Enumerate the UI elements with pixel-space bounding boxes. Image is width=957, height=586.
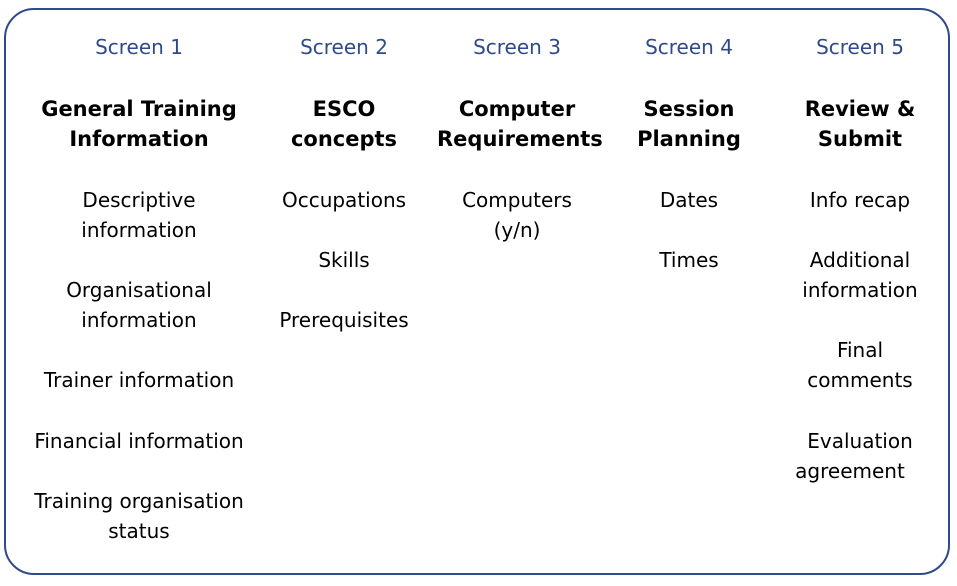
column-title-line: Session bbox=[643, 97, 735, 121]
list-item-line: Times bbox=[659, 248, 719, 272]
list-item-line: Financial information bbox=[34, 429, 244, 453]
list-item: Evaluation agreement bbox=[768, 426, 932, 486]
list-item-line: Final bbox=[836, 338, 884, 362]
list-item-line: Dates bbox=[659, 188, 719, 212]
list-item-line: Descriptive bbox=[82, 188, 196, 212]
column-title-line: Requirements bbox=[437, 127, 603, 151]
column-title-line: Information bbox=[69, 127, 209, 151]
screen-label: Screen 1 bbox=[95, 35, 183, 59]
screen-label: Screen 2 bbox=[300, 35, 388, 59]
list-item-line: Trainer information bbox=[43, 368, 235, 392]
list-item: Descriptive information bbox=[28, 185, 250, 245]
column-title-line: Computer bbox=[458, 97, 576, 121]
list-item: Skills bbox=[268, 245, 420, 275]
list-item-line: Info recap bbox=[809, 188, 911, 212]
screen-label: Screen 5 bbox=[816, 35, 904, 59]
column-title-line: concepts bbox=[290, 127, 398, 151]
list-item-line: comments bbox=[807, 368, 913, 392]
column-title: Review & Submit bbox=[788, 94, 932, 154]
list-item: Prerequisites bbox=[268, 305, 420, 335]
list-item-line: Prerequisites bbox=[279, 308, 409, 332]
list-item: Info recap bbox=[788, 185, 932, 215]
column-title-line: Review & bbox=[804, 97, 916, 121]
column-title: ESCO concepts bbox=[268, 94, 420, 154]
list-item-line: Organisational bbox=[66, 278, 212, 302]
column-title-line: Submit bbox=[817, 127, 903, 151]
column-title-line: ESCO bbox=[312, 97, 376, 121]
list-item-line: (y/n) bbox=[493, 218, 541, 242]
column-title: General Training Information bbox=[28, 94, 250, 154]
list-item: Training organisation status bbox=[28, 486, 250, 546]
column-title-line: Planning bbox=[637, 127, 741, 151]
list-item-line: Evaluation bbox=[807, 429, 913, 453]
list-item: Financial information bbox=[28, 426, 250, 456]
list-item-line: status bbox=[108, 519, 170, 543]
list-item: Organisational information bbox=[28, 275, 250, 335]
list-item-line: Training organisation bbox=[34, 489, 244, 513]
list-item: Dates bbox=[624, 185, 754, 215]
list-item-line: Computers bbox=[462, 188, 572, 212]
diagram-frame bbox=[4, 8, 950, 575]
list-item-line: Skills bbox=[318, 248, 370, 272]
list-item-line: Occupations bbox=[281, 188, 407, 212]
list-item: Computers (y/n) bbox=[437, 185, 597, 245]
list-item: Final comments bbox=[788, 335, 932, 395]
list-item: Additional information bbox=[788, 245, 932, 305]
list-item-line: Additional bbox=[809, 248, 911, 272]
list-item-line: information bbox=[802, 278, 918, 302]
column-title: Session Planning bbox=[624, 94, 754, 154]
list-item-line: agreement bbox=[795, 459, 905, 483]
column-title-line: General Training bbox=[41, 97, 237, 121]
list-item: Occupations bbox=[268, 185, 420, 215]
list-item-line: information bbox=[81, 308, 197, 332]
list-item: Times bbox=[624, 245, 754, 275]
column-title: Computer Requirements bbox=[437, 94, 603, 154]
list-item-line: information bbox=[81, 218, 197, 242]
list-item: Trainer information bbox=[28, 365, 250, 395]
screen-label: Screen 4 bbox=[645, 35, 733, 59]
screen-label: Screen 3 bbox=[473, 35, 561, 59]
